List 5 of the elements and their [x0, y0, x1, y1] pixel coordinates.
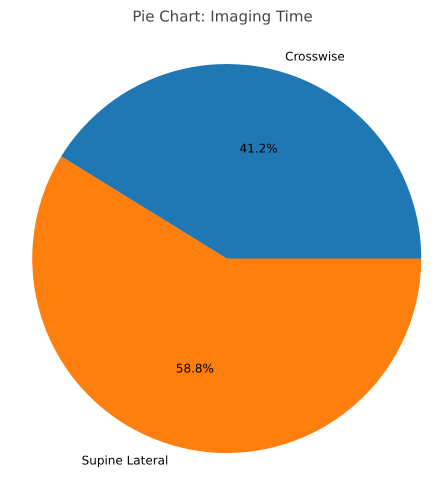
slice-label: Supine Lateral	[82, 453, 168, 468]
slice-label: Crosswise	[285, 50, 345, 64]
chart-title: Pie Chart: Imaging Time	[132, 8, 313, 26]
data-label: 41.2%	[240, 141, 278, 156]
data-label: 58.8%	[176, 362, 214, 376]
